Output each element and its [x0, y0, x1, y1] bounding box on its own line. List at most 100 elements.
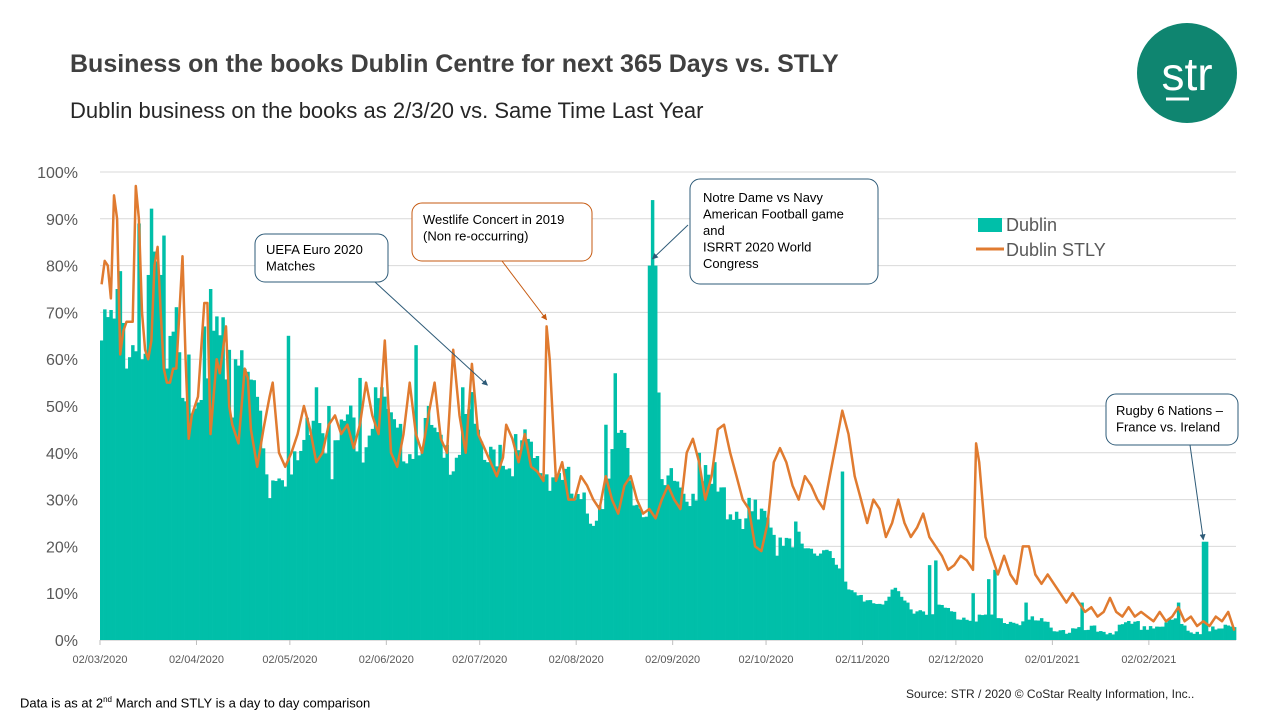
- x-tick-label: 02/08/2020: [549, 654, 604, 666]
- dublin-bar: [716, 491, 720, 640]
- dublin-bar: [461, 387, 465, 640]
- annotation-box: [689, 178, 879, 285]
- dublin-bar: [1232, 627, 1237, 640]
- dublin-bar: [756, 519, 761, 640]
- annotations: UEFA Euro 2020 Matches Westlife Concert in…: [254, 178, 1239, 541]
- dublin-bar: [1011, 622, 1016, 640]
- dublin-bar: [675, 481, 680, 640]
- dublin-bar: [865, 600, 870, 640]
- dublin-bar: [722, 487, 726, 640]
- dublin-bar: [1077, 627, 1081, 640]
- dublin-bar: [1046, 621, 1050, 640]
- dublin-bar: [691, 493, 695, 640]
- dublin-bar: [1030, 616, 1035, 640]
- dublin-bar: [1170, 619, 1175, 640]
- dublin-bar: [305, 417, 309, 640]
- dublin-bar: [134, 351, 138, 640]
- x-tick-label: 02/12/2020: [928, 654, 983, 666]
- dublin-bar: [678, 487, 683, 640]
- dublin-bar: [610, 449, 614, 640]
- y-tick-label: 40%: [46, 446, 78, 463]
- dublin-bar: [1139, 629, 1143, 640]
- dublin-bar: [815, 555, 820, 640]
- dublin-bar: [100, 340, 104, 640]
- x-tick-label: 02/02/2021: [1121, 654, 1176, 666]
- dublin-bar: [1021, 621, 1025, 640]
- dublin-bar: [252, 380, 256, 640]
- dublin-bar: [728, 514, 733, 640]
- dublin-bar: [1058, 630, 1063, 640]
- dublin-bar: [405, 463, 409, 640]
- annotation-box: [411, 202, 593, 262]
- dublin-bar: [682, 493, 686, 640]
- dublin-bar: [591, 525, 596, 640]
- dublin-bar: [871, 603, 876, 640]
- dublin-bar: [644, 516, 649, 640]
- dublin-bar: [812, 553, 817, 640]
- dublin-bar: [940, 604, 944, 640]
- dublin-bar: [622, 432, 627, 640]
- legend-label-dublin: Dublin: [1006, 215, 1057, 235]
- dublin-bar: [513, 434, 518, 640]
- dublin-bar: [401, 461, 406, 640]
- dublin-bar: [1217, 628, 1221, 640]
- dublin-bar: [174, 307, 179, 640]
- dublin-bar: [769, 527, 773, 640]
- dublin-bars: [100, 200, 1237, 641]
- dublin-bar: [965, 619, 969, 640]
- dublin-bar: [1186, 630, 1190, 640]
- footnote-sup: nd: [103, 695, 113, 704]
- dublin-bar: [395, 427, 400, 640]
- dublin-bar: [959, 619, 963, 640]
- annotation-text: Westlife Concert in 2019: [423, 212, 564, 227]
- dublin-bar: [1015, 623, 1019, 640]
- dublin-bar: [657, 392, 661, 640]
- y-tick-label: 80%: [46, 259, 78, 276]
- dublin-bar: [884, 600, 888, 640]
- dublin-stly-line: [100, 184, 1236, 631]
- dublin-bar: [582, 492, 586, 640]
- dublin-bar: [607, 478, 611, 640]
- annotation-callout: Notre Dame vs Navy American Football game…: [652, 178, 879, 285]
- dublin-bar: [843, 581, 848, 640]
- dublin-bar: [694, 500, 698, 640]
- dublin-bar: [990, 614, 994, 640]
- dublin-bar: [289, 474, 294, 640]
- y-tick-label: 70%: [46, 305, 78, 322]
- dublin-bar: [333, 440, 337, 640]
- annotation-text: UEFA Euro 2020: [266, 242, 363, 257]
- dublin-bar: [797, 531, 801, 640]
- legend: Dublin Dublin STLY: [976, 215, 1106, 260]
- dublin-bar: [168, 335, 172, 640]
- dublin-bar: [1049, 627, 1053, 640]
- dublin-bar: [703, 465, 708, 640]
- dublin-bar: [327, 406, 331, 640]
- dublin-bar: [800, 543, 804, 640]
- dublin-bar: [392, 419, 397, 640]
- dublin-bar: [629, 480, 633, 640]
- dublin-bar: [504, 469, 509, 640]
- dublin-bar: [1043, 621, 1047, 640]
- dublin-bar: [498, 444, 502, 640]
- dublin-bar: [199, 399, 204, 640]
- dublin-bar: [255, 396, 260, 640]
- dublin-bar: [962, 617, 966, 640]
- dublin-bar: [1189, 632, 1193, 640]
- dublin-bar: [202, 326, 207, 640]
- dublin-bar: [1133, 621, 1137, 640]
- dublin-bar: [467, 409, 471, 640]
- dublin-bar: [1195, 631, 1200, 640]
- dublin-bar: [240, 350, 244, 640]
- dublin-bar: [647, 265, 652, 640]
- dublin-bar: [890, 589, 894, 640]
- dublin-bar: [146, 274, 151, 640]
- y-tick-label: 60%: [46, 352, 78, 369]
- dublin-bar: [650, 200, 655, 640]
- dublin-bar: [828, 551, 832, 640]
- dublin-bar: [1074, 628, 1078, 640]
- dublin-bar: [616, 432, 621, 640]
- annotation-callout: Westlife Concert in 2019 (Non re-occurrin…: [411, 202, 593, 321]
- dublin-bar: [1024, 602, 1028, 640]
- dublin-bar: [588, 523, 593, 640]
- dublin-bar: [949, 611, 954, 640]
